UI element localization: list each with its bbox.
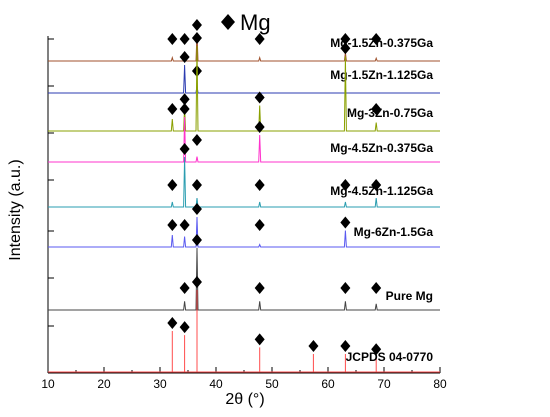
- series: Mg-1.5Zn-0.375Ga: [48, 19, 440, 62]
- mg-peak-diamond-icon: [371, 179, 382, 191]
- mg-peak-diamond-icon: [254, 282, 265, 294]
- mg-peak-diamond-icon: [179, 143, 190, 155]
- series: Mg-3Zn-0.75Ga: [48, 32, 440, 132]
- series: Mg-1.5Zn-1.125Ga: [48, 51, 440, 94]
- mg-peak-diamond-icon: [179, 321, 190, 334]
- mg-peak-diamond-icon: [191, 134, 202, 146]
- series-group: Mg-1.5Zn-0.375Ga Mg-1.5Zn-1.125Ga Mg-3Zn-0…: [48, 19, 440, 373]
- mg-peak-diamond-icon: [191, 179, 202, 191]
- mg-peak-diamond-icon: [167, 317, 178, 329]
- mg-peak-diamond-icon: [371, 282, 382, 294]
- mg-peak-diamond-icon: [179, 219, 190, 231]
- mg-peak-diamond-icon: [167, 103, 178, 115]
- mg-peak-diamond-icon: [167, 33, 178, 45]
- x-tick-label: 50: [265, 377, 279, 391]
- series-trace: [48, 45, 440, 132]
- x-tick-label: 70: [377, 377, 391, 391]
- mg-peak-diamond-icon: [191, 276, 202, 288]
- series-label: Mg-4.5Zn-0.375Ga: [330, 141, 433, 155]
- series-label: Mg-3Zn-0.75Ga: [347, 106, 433, 120]
- x-tick-label: 40: [209, 377, 223, 391]
- x-tick-label: 80: [433, 377, 447, 391]
- x-tick-label: 10: [41, 377, 55, 391]
- x-axis-title: 2θ (°): [225, 391, 264, 408]
- mg-peak-diamond-icon: [254, 33, 265, 45]
- series-label: JCPDS 04-0770: [346, 350, 434, 364]
- series-label: Mg-6Zn-1.5Ga: [354, 225, 434, 239]
- series: JCPDS 04-0770: [48, 276, 440, 373]
- series: Pure Mg: [48, 234, 440, 311]
- legend-diamond-icon: [221, 14, 235, 30]
- mg-peak-diamond-icon: [308, 339, 319, 352]
- series-trace: [48, 116, 440, 163]
- mg-peak-diamond-icon: [340, 179, 351, 191]
- series-trace: [48, 156, 440, 208]
- mg-peak-diamond-icon: [191, 234, 202, 246]
- mg-peak-diamond-icon: [179, 51, 190, 63]
- series-label: Mg-4.5Zn-1.125Ga: [330, 184, 433, 198]
- mg-peak-diamond-icon: [254, 91, 265, 104]
- y-axis-title: Intensity (a.u.): [7, 159, 24, 260]
- mg-peak-diamond-icon: [340, 216, 351, 229]
- mg-peak-diamond-icon: [340, 33, 351, 45]
- legend-label: Mg: [240, 10, 271, 35]
- x-ticks: 10 20 30 40 50 60 70 80: [41, 367, 447, 391]
- mg-peak-diamond-icon: [167, 179, 178, 191]
- series-label: Mg-1.5Zn-0.375Ga: [330, 36, 433, 50]
- mg-peak-diamond-icon: [167, 219, 178, 231]
- x-tick-label: 20: [97, 377, 111, 391]
- mg-peak-diamond-icon: [179, 103, 190, 115]
- series-trace: [48, 32, 440, 62]
- mg-peak-diamond-icon: [191, 203, 202, 215]
- x-tick-label: 30: [153, 377, 167, 391]
- series-label: Pure Mg: [386, 289, 433, 303]
- series-trace: [48, 247, 440, 311]
- legend: Mg: [221, 10, 271, 35]
- mg-peak-diamond-icon: [179, 93, 190, 106]
- mg-peak-diamond-icon: [191, 32, 202, 44]
- mg-peak-diamond-icon: [254, 219, 265, 231]
- series: Mg-6Zn-1.5Ga: [48, 203, 440, 248]
- mg-peak-diamond-icon: [371, 103, 382, 115]
- axes: [47, 36, 440, 374]
- mg-peak-diamond-icon: [179, 33, 190, 45]
- mg-peak-diamond-icon: [179, 282, 190, 294]
- series-label: Mg-1.5Zn-1.125Ga: [330, 68, 433, 82]
- mg-peak-diamond-icon: [340, 282, 351, 294]
- mg-peak-diamond-icon: [254, 179, 265, 191]
- x-tick-label: 60: [321, 377, 335, 391]
- mg-peak-diamond-icon: [191, 19, 202, 31]
- mg-peak-diamond-icon: [254, 121, 265, 133]
- mg-peak-diamond-icon: [371, 343, 382, 356]
- mg-peak-diamond-icon: [254, 333, 265, 346]
- mg-peak-diamond-icon: [340, 42, 351, 55]
- mg-peak-diamond-icon: [371, 33, 382, 45]
- series: Mg-4.5Zn-1.125Ga: [48, 143, 440, 208]
- series-trace: [48, 216, 440, 248]
- mg-peak-diamond-icon: [340, 339, 351, 352]
- series: Mg-4.5Zn-0.375Ga: [48, 103, 440, 163]
- series-trace: [48, 290, 440, 373]
